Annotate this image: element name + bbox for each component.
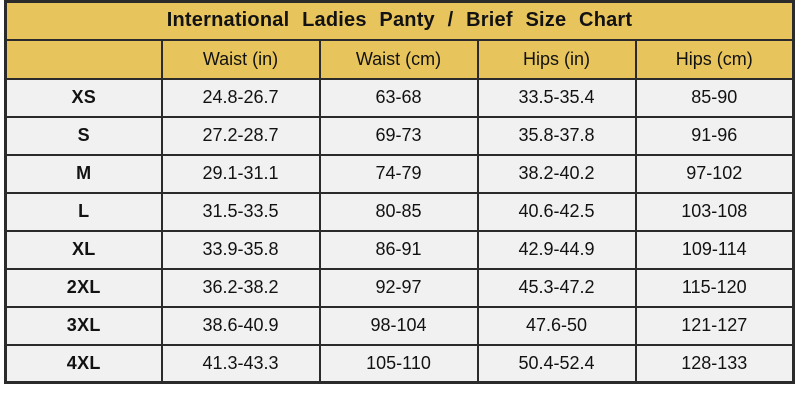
table-row-l: L 31.5-33.5 80-85 40.6-42.5 103-108 bbox=[4, 191, 795, 232]
cell-hips-in: 40.6-42.5 bbox=[476, 191, 637, 232]
size-chart-table: International Ladies Panty / Brief Size … bbox=[4, 0, 796, 384]
cell-waist-in: 38.6-40.9 bbox=[160, 305, 321, 346]
column-header-size bbox=[4, 38, 163, 80]
page-title: International Ladies Panty / Brief Size … bbox=[4, 0, 795, 41]
size-label: 4XL bbox=[4, 343, 163, 384]
cell-waist-cm: 80-85 bbox=[318, 191, 479, 232]
cell-hips-cm: 109-114 bbox=[634, 229, 795, 270]
table-row-s: S 27.2-28.7 69-73 35.8-37.8 91-96 bbox=[4, 115, 795, 156]
table-row-m: M 29.1-31.1 74-79 38.2-40.2 97-102 bbox=[4, 153, 795, 194]
cell-waist-cm: 63-68 bbox=[318, 77, 479, 118]
column-header-waist-cm: Waist (cm) bbox=[318, 38, 479, 80]
cell-waist-in: 27.2-28.7 bbox=[160, 115, 321, 156]
cell-waist-cm: 74-79 bbox=[318, 153, 479, 194]
size-label: L bbox=[4, 191, 163, 232]
table-row-3xl: 3XL 38.6-40.9 98-104 47.6-50 121-127 bbox=[4, 305, 795, 346]
cell-waist-in: 41.3-43.3 bbox=[160, 343, 321, 384]
cell-waist-in: 36.2-38.2 bbox=[160, 267, 321, 308]
column-header-row: Waist (in) Waist (cm) Hips (in) Hips (cm… bbox=[4, 38, 795, 80]
column-header-waist-in: Waist (in) bbox=[160, 38, 321, 80]
cell-waist-in: 33.9-35.8 bbox=[160, 229, 321, 270]
cell-hips-in: 33.5-35.4 bbox=[476, 77, 637, 118]
cell-hips-cm: 97-102 bbox=[634, 153, 795, 194]
cell-waist-cm: 69-73 bbox=[318, 115, 479, 156]
size-label: 3XL bbox=[4, 305, 163, 346]
cell-waist-in: 24.8-26.7 bbox=[160, 77, 321, 118]
cell-hips-in: 35.8-37.8 bbox=[476, 115, 637, 156]
cell-hips-cm: 103-108 bbox=[634, 191, 795, 232]
size-label: XL bbox=[4, 229, 163, 270]
cell-hips-in: 38.2-40.2 bbox=[476, 153, 637, 194]
column-header-hips-cm: Hips (cm) bbox=[634, 38, 795, 80]
cell-hips-in: 42.9-44.9 bbox=[476, 229, 637, 270]
cell-waist-cm: 92-97 bbox=[318, 267, 479, 308]
cell-hips-in: 47.6-50 bbox=[476, 305, 637, 346]
cell-waist-cm: 98-104 bbox=[318, 305, 479, 346]
table-row-xl: XL 33.9-35.8 86-91 42.9-44.9 109-114 bbox=[4, 229, 795, 270]
cell-hips-cm: 128-133 bbox=[634, 343, 795, 384]
table-row-2xl: 2XL 36.2-38.2 92-97 45.3-47.2 115-120 bbox=[4, 267, 795, 308]
column-header-hips-in: Hips (in) bbox=[476, 38, 637, 80]
cell-waist-in: 31.5-33.5 bbox=[160, 191, 321, 232]
cell-hips-cm: 115-120 bbox=[634, 267, 795, 308]
cell-hips-cm: 85-90 bbox=[634, 77, 795, 118]
cell-hips-in: 50.4-52.4 bbox=[476, 343, 637, 384]
table-row-4xl: 4XL 41.3-43.3 105-110 50.4-52.4 128-133 bbox=[4, 343, 795, 384]
size-label: M bbox=[4, 153, 163, 194]
cell-hips-in: 45.3-47.2 bbox=[476, 267, 637, 308]
cell-hips-cm: 121-127 bbox=[634, 305, 795, 346]
cell-waist-in: 29.1-31.1 bbox=[160, 153, 321, 194]
cell-waist-cm: 105-110 bbox=[318, 343, 479, 384]
title-row: International Ladies Panty / Brief Size … bbox=[4, 0, 795, 41]
size-label: S bbox=[4, 115, 163, 156]
size-label: XS bbox=[4, 77, 163, 118]
cell-waist-cm: 86-91 bbox=[318, 229, 479, 270]
table-row-xs: XS 24.8-26.7 63-68 33.5-35.4 85-90 bbox=[4, 77, 795, 118]
size-label: 2XL bbox=[4, 267, 163, 308]
cell-hips-cm: 91-96 bbox=[634, 115, 795, 156]
